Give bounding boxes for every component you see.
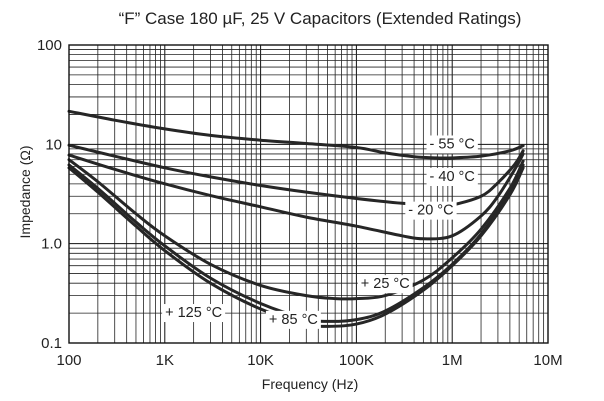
series-label: - 40 °C (426, 168, 478, 186)
chart-title: “F” Case 180 µF, 25 V Capacitors (Extend… (119, 9, 522, 28)
series-label-background (162, 304, 226, 323)
series-label-background (405, 201, 457, 220)
y-tick-label: 0.1 (41, 335, 62, 352)
y-tick-label: 1.0 (41, 236, 62, 253)
series-label-background (426, 168, 478, 186)
series-label: - 55 °C (426, 135, 478, 154)
series-label: + 125 °C (162, 304, 226, 323)
x-tick-label: 10K (247, 352, 274, 369)
plot-frame (68, 44, 549, 344)
chart-grid (68, 45, 548, 344)
series-label-text: - 20 °C (408, 203, 453, 219)
series-label-text: + 25 °C (361, 276, 410, 292)
series-label-text: + 85 °C (269, 312, 318, 328)
y-tick-label: 100 (37, 37, 62, 54)
series-label-background (357, 275, 413, 294)
series-label: + 85 °C (265, 310, 321, 329)
tick-labels: 100 1K 10K 100K 1M 10M 0.1 1.0 10 100 (37, 37, 563, 369)
series-label: + 25 °C (357, 275, 413, 294)
series-label: - 20 °C (405, 201, 457, 220)
series-line (67, 109, 525, 160)
series-labels: - 55 °C - 40 °C - 20 °C + 25 °C + 85 °C + 125… (162, 135, 478, 329)
x-tick-label: 10M (533, 352, 562, 369)
series-label-background (426, 135, 478, 154)
series-label-text: - 55 °C (430, 136, 475, 152)
x-tick-label: 100 (56, 352, 81, 369)
series-label-background (265, 310, 321, 329)
x-tick-label: 1K (156, 352, 174, 369)
series-line (67, 152, 525, 241)
series-lines (67, 109, 525, 328)
series-line (67, 143, 525, 208)
x-tick-label: 100K (339, 352, 374, 369)
y-tick-label: 10 (45, 136, 62, 153)
y-axis-label: Impedance (Ω) (17, 146, 33, 239)
series-label-text: - 40 °C (430, 169, 475, 185)
x-axis-label: Frequency (Hz) (262, 376, 358, 392)
series-line (67, 158, 525, 301)
series-label-text: + 125 °C (165, 305, 222, 321)
x-tick-label: 1M (442, 352, 463, 369)
series-line (67, 166, 525, 328)
